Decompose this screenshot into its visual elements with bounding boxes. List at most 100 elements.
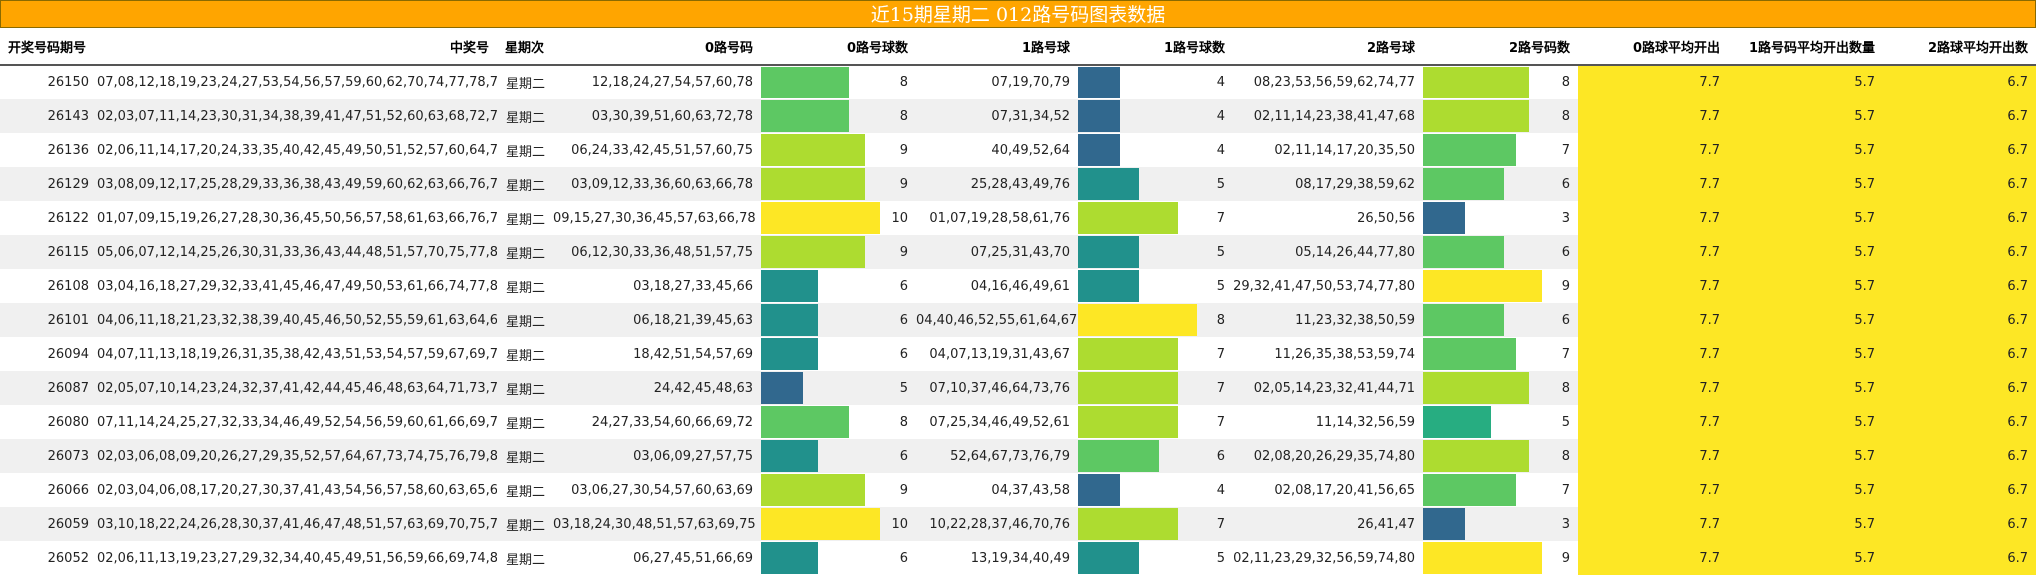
route0-numbers-cell: 06,24,33,42,45,51,57,60,75 — [571, 142, 753, 158]
header-route0-count[interactable]: 0路号球数 — [761, 28, 916, 66]
route2-count-cell: 7 — [1423, 133, 1578, 167]
route2-avg-cell: 6.7 — [1883, 201, 2036, 235]
route0-count-cell: 6 — [761, 303, 916, 337]
header-route0-numbers[interactable]: 0路号码 — [553, 28, 761, 66]
route2-avg-cell: 6.7 — [1883, 167, 2036, 201]
count-value: 7 — [1216, 516, 1225, 532]
issue-cell: 26136 — [47, 142, 89, 158]
route1-avg-cell: 5.7 — [1728, 99, 1883, 133]
route0-avg-cell: 7.7 — [1578, 65, 1728, 99]
route1-avg-cell: 5.7 — [1728, 167, 1883, 201]
route1-count-cell: 6 — [1078, 439, 1233, 473]
route0-avg-cell: 7.7 — [1578, 473, 1728, 507]
count-bar — [1423, 304, 1504, 336]
route1-numbers-cell: 25,28,43,49,76 — [916, 167, 1078, 201]
route2-count-cell: 8 — [1423, 65, 1578, 99]
route1-count-cell: 7 — [1078, 405, 1233, 439]
route0-count-cell: 8 — [761, 405, 916, 439]
table-row: 26094 04,07,11,13,18,19,26,31,35,38,42,43… — [0, 337, 2036, 371]
weekday-cell: 星期二 — [505, 348, 545, 364]
route2-numbers-cell: 02,08,20,26,29,35,74,80 — [1233, 439, 1423, 473]
table-row: 26115 05,06,07,12,14,25,26,30,31,33,36,43… — [0, 235, 2036, 269]
route1-numbers-cell: 52,64,67,73,76,79 — [916, 439, 1078, 473]
route2-avg-cell: 6.7 — [1883, 541, 2036, 575]
route0-count-cell: 6 — [761, 541, 916, 575]
count-bar — [1423, 100, 1530, 132]
route0-avg-cell: 7.7 — [1578, 541, 1728, 575]
numbers-cell: 05,06,07,12,14,25,26,30,31,33,36,43,44,4… — [97, 235, 497, 269]
count-value: 7 — [1216, 380, 1225, 396]
route1-avg-cell: 5.7 — [1728, 337, 1883, 371]
route1-avg-cell: 5.7 — [1728, 473, 1883, 507]
count-value: 5 — [1216, 176, 1225, 192]
route0-avg-cell: 7.7 — [1578, 439, 1728, 473]
weekday-cell: 星期二 — [497, 303, 553, 337]
header-route1-avg[interactable]: 1路号码平均开出数量 — [1728, 28, 1883, 66]
count-value: 8 — [899, 75, 908, 90]
numbers-cell: 03,04,16,18,27,29,32,33,41,45,46,47,49,5… — [97, 278, 497, 294]
route2-numbers-cell: 26,41,47 — [1233, 507, 1423, 541]
route2-count-cell: 5 — [1423, 405, 1578, 439]
count-value: 6 — [899, 312, 908, 328]
route1-count-cell: 5 — [1078, 541, 1233, 575]
table-header-row: 开奖号码期号 中奖号 星期次 0路号码 0路号球数 1路号球 1路号球数 2路号… — [0, 28, 2036, 66]
header-route2-numbers[interactable]: 2路号球 — [1233, 28, 1423, 66]
weekday-cell: 星期二 — [497, 507, 553, 541]
route2-numbers-cell: 08,17,29,38,59,62 — [1233, 167, 1423, 201]
route2-count-cell: 3 — [1423, 507, 1578, 541]
count-bar — [1423, 406, 1491, 438]
count-value: 7 — [1216, 210, 1225, 226]
route0-numbers-cell: 06,27,45,51,66,69 — [633, 550, 753, 566]
header-route0-avg[interactable]: 0路球平均开出 — [1578, 28, 1728, 66]
table-row: 26052 02,06,11,13,19,23,27,29,32,34,40,45… — [0, 541, 2036, 575]
count-value: 8 — [1561, 108, 1570, 124]
header-weekday[interactable]: 星期次 — [497, 28, 553, 66]
route2-numbers-cell: 02,11,14,23,38,41,47,68 — [1233, 99, 1423, 133]
route2-numbers-cell: 02,08,17,20,41,56,65 — [1274, 482, 1415, 498]
count-bar — [761, 338, 819, 370]
count-value: 7 — [1216, 414, 1225, 430]
route1-numbers-cell: 04,16,46,49,61 — [970, 278, 1070, 294]
route2-avg-cell: 6.7 — [1883, 303, 2036, 337]
issue-cell: 26150 — [47, 75, 89, 90]
route0-count-cell: 6 — [761, 439, 916, 473]
header-route2-count[interactable]: 2路号码数 — [1423, 28, 1578, 66]
data-table: 开奖号码期号 中奖号 星期次 0路号码 0路号球数 1路号球 1路号球数 2路号… — [0, 28, 2036, 575]
route1-numbers-cell: 10,22,28,37,46,70,76 — [916, 507, 1078, 541]
numbers-cell: 02,06,11,14,17,20,24,33,35,40,42,45,49,5… — [97, 142, 497, 158]
count-value: 6 — [1561, 244, 1570, 260]
route0-count-cell: 8 — [761, 99, 916, 133]
table-row: 26087 02,05,07,10,14,23,24,32,37,41,42,44… — [0, 371, 2036, 405]
header-numbers[interactable]: 中奖号 — [97, 28, 497, 66]
weekday-cell: 星期二 — [497, 167, 553, 201]
table-row: 26143 02,03,07,11,14,23,30,31,34,38,39,41… — [0, 99, 2036, 133]
header-route1-count[interactable]: 1路号球数 — [1078, 28, 1233, 66]
numbers-cell: 07,11,14,24,25,27,32,33,34,46,49,52,54,5… — [97, 414, 497, 430]
route2-avg-cell: 6.7 — [1883, 235, 2036, 269]
numbers-cell: 07,08,12,18,19,23,24,27,53,54,56,57,59,6… — [97, 75, 497, 90]
route2-numbers-cell: 11,26,35,38,53,59,74 — [1274, 346, 1415, 362]
table-row: 26129 03,08,09,12,17,25,28,29,33,36,38,43… — [0, 167, 2036, 201]
route1-count-cell: 7 — [1078, 371, 1233, 405]
header-route1-numbers[interactable]: 1路号球 — [916, 28, 1078, 66]
header-issue[interactable]: 开奖号码期号 — [0, 28, 97, 66]
count-value: 8 — [1561, 380, 1570, 396]
count-bar — [761, 202, 881, 234]
route1-count-cell: 4 — [1078, 473, 1233, 507]
route1-count-cell: 4 — [1078, 99, 1233, 133]
count-bar — [761, 474, 865, 506]
header-route2-avg[interactable]: 2路球平均开出数 — [1883, 28, 2036, 66]
issue-cell: 26066 — [47, 482, 89, 498]
count-bar — [1078, 202, 1178, 234]
route2-avg-cell: 6.7 — [1883, 99, 2036, 133]
weekday-cell: 星期二 — [505, 77, 545, 92]
table-row: 26059 03,10,18,22,24,26,28,30,37,41,46,47… — [0, 507, 2036, 541]
route0-numbers-cell: 06,12,30,33,36,48,51,57,75 — [553, 235, 761, 269]
route0-numbers-cell: 24,27,33,54,60,66,69,72 — [591, 414, 753, 430]
count-value: 8 — [899, 414, 908, 430]
count-value: 7 — [1216, 346, 1225, 362]
count-value: 4 — [1216, 108, 1225, 124]
count-bar — [1078, 338, 1178, 370]
count-bar — [761, 100, 850, 132]
issue-cell: 26094 — [47, 346, 89, 362]
